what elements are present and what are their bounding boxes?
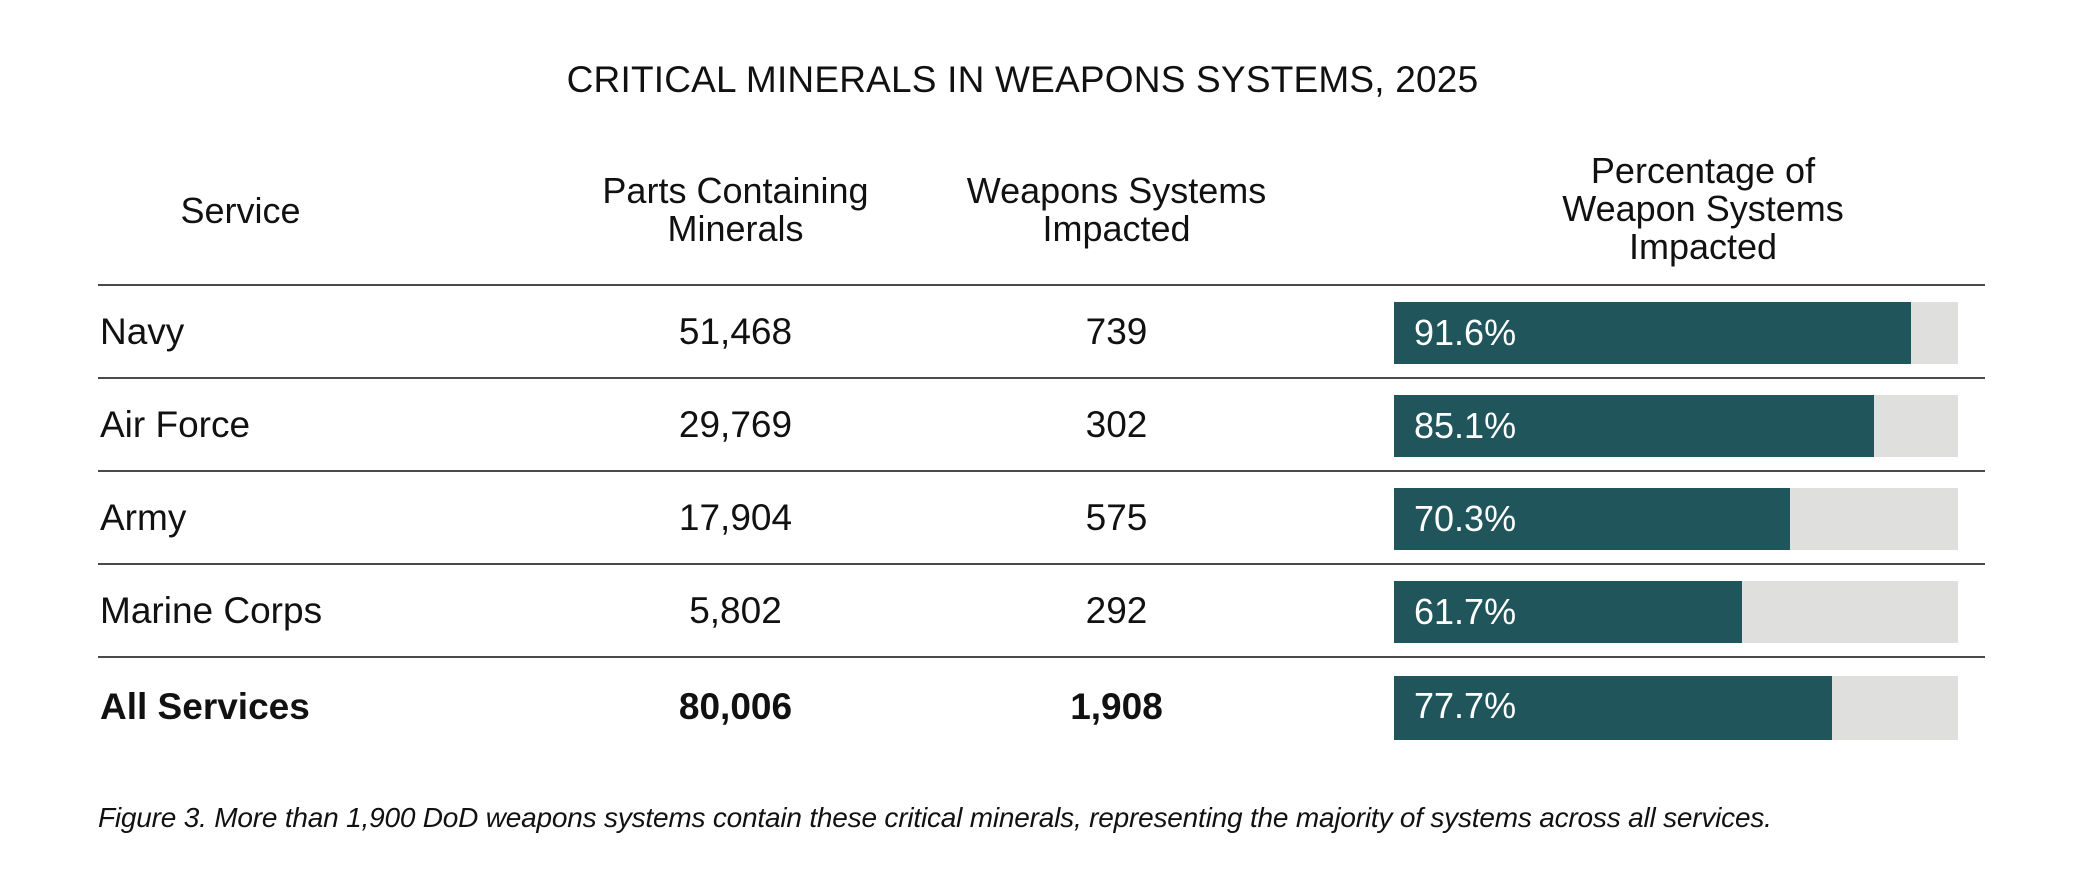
table-header: Service Parts Containing Minerals Weapon… — [98, 150, 1985, 286]
bar-track: 85.1% — [1394, 395, 1958, 457]
service-cell: All Services — [100, 686, 310, 727]
header-service: Service — [180, 190, 301, 231]
figure-caption: Figure 3. More than 1,900 DoD weapons sy… — [98, 802, 1772, 833]
parts-cell: 80,006 — [678, 686, 793, 727]
bar-fill — [1394, 302, 1911, 364]
bar-label: 85.1% — [1414, 405, 1517, 446]
bar-label: 70.3% — [1414, 498, 1517, 539]
table-row: Marine Corps 5,802 292 61.7% — [98, 565, 1985, 658]
bar-track: 91.6% — [1394, 302, 1958, 364]
weapons-cell: 739 — [1085, 311, 1148, 352]
bar-fill — [1394, 581, 1742, 643]
parts-cell: 5,802 — [689, 590, 782, 631]
bar-track: 70.3% — [1394, 488, 1958, 550]
table-total-row: All Services 80,006 1,908 77.7% — [98, 658, 1985, 750]
bar-fill — [1394, 488, 1791, 550]
header-weapons-line1: Weapons Systems — [966, 170, 1267, 211]
header-pct-line1: Percentage of — [1590, 150, 1816, 191]
header-percentage: Percentage of Weapon Systems Impacted — [1398, 152, 2008, 266]
header-parts: Parts Containing Minerals — [483, 172, 988, 248]
minerals-table: Service Parts Containing Minerals Weapon… — [98, 150, 1985, 750]
service-cell: Army — [100, 497, 187, 538]
bar-label: 61.7% — [1414, 591, 1517, 632]
weapons-cell: 292 — [1085, 590, 1148, 631]
parts-cell: 51,468 — [678, 311, 793, 352]
weapons-cell: 302 — [1085, 404, 1148, 445]
table-row: Army 17,904 575 70.3% — [98, 472, 1985, 565]
header-pct-line2: Weapon Systems — [1562, 188, 1844, 229]
header-parts-line2: Minerals — [667, 208, 804, 249]
bar-label: 91.6% — [1414, 312, 1517, 353]
service-cell: Air Force — [100, 404, 251, 445]
bar-track: 77.7% — [1394, 676, 1958, 740]
parts-cell: 29,769 — [678, 404, 793, 445]
header-pct-line3: Impacted — [1628, 226, 1778, 267]
bar-label: 77.7% — [1414, 685, 1517, 726]
header-parts-line1: Parts Containing — [602, 170, 869, 211]
chart-title: CRITICAL MINERALS IN WEAPONS SYSTEMS, 20… — [566, 59, 1479, 100]
table-row: Navy 51,468 739 91.6% — [98, 286, 1985, 379]
table-row: Air Force 29,769 302 85.1% — [98, 379, 1985, 472]
header-weapons-line2: Impacted — [1042, 208, 1191, 249]
weapons-cell: 575 — [1085, 497, 1148, 538]
bar-fill — [1394, 395, 1874, 457]
bar-fill — [1394, 676, 1833, 740]
service-cell: Navy — [100, 311, 185, 352]
bar-track: 61.7% — [1394, 581, 1958, 643]
weapons-cell: 1,908 — [1070, 686, 1163, 727]
header-weapons: Weapons Systems Impacted — [864, 172, 1369, 248]
service-cell: Marine Corps — [100, 590, 323, 631]
parts-cell: 17,904 — [678, 497, 793, 538]
